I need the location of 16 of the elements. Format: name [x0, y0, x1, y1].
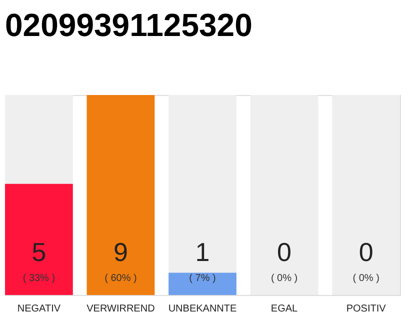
data-label: 1 [195, 237, 210, 267]
annotation: ( 0% ) [270, 273, 298, 284]
data-label: 0 [277, 237, 292, 267]
x-tick-label: NEGATIV [17, 304, 61, 314]
annotation: ( 7% ) [189, 273, 216, 284]
annotation: ( 0% ) [352, 273, 380, 284]
data-label: 9 [113, 237, 128, 267]
x-tick-label: VERWIRREND [86, 304, 155, 314]
x-tick-label: UNBEKANNTE [168, 304, 237, 314]
chart-title: 02099391125320 [5, 7, 252, 43]
annotation: ( 33% ) [22, 273, 56, 284]
data-label: 0 [358, 237, 374, 267]
x-tick-label: POSITIV [346, 304, 386, 314]
x-tick-label: EGAL [270, 304, 298, 314]
data-label: 5 [32, 237, 46, 267]
annotation: ( 60% ) [104, 273, 137, 284]
